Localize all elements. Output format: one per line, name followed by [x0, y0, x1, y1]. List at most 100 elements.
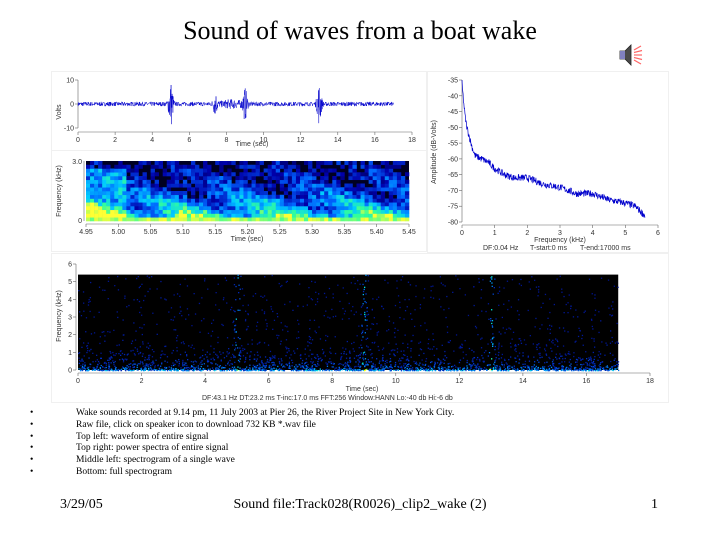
full-spectrogram-dot: [420, 368, 422, 370]
full-spectrogram-dot: [102, 289, 104, 291]
full-spectrogram-dot: [239, 347, 241, 349]
full-spectrogram-dot: [466, 361, 468, 364]
full-spectrogram-dot: [366, 307, 368, 309]
full-spectrogram-dot: [462, 368, 464, 371]
full-spectrogram-dot: [361, 325, 363, 327]
wave-spectrogram-cell: [186, 187, 192, 192]
wave-spectrogram-cell: [340, 217, 345, 222]
full-spectrogram-dot: [423, 369, 425, 371]
full-spectrogram-dot: [428, 338, 430, 340]
wave-spectrogram-cell: [118, 179, 123, 184]
full-spectrogram-dot: [399, 363, 401, 365]
wave-spectrogram-cell: [308, 172, 313, 177]
waveform-x-tick-label: 14: [334, 137, 342, 144]
full-spectrogram-dot: [144, 367, 146, 369]
full-spectrogram-dot: [95, 360, 97, 363]
wave-spectrogram-cell: [110, 172, 115, 177]
full-spectrogram-dot: [441, 366, 443, 368]
wave-spectrogram-cell: [320, 179, 325, 184]
full-spectrogram-dot: [508, 327, 510, 329]
full-spectrogram-dot: [142, 353, 144, 355]
full-spectrogram-dot: [528, 365, 530, 368]
full-spectrogram-dot: [466, 359, 468, 362]
full-spectrogram-dot: [105, 370, 107, 372]
wave-spectrogram-cell: [195, 206, 200, 211]
full-spectrogram-dot: [152, 312, 154, 314]
full-spectrogram-dot: [360, 344, 362, 346]
wave-spectrogram-cell: [134, 206, 139, 211]
full-spectrogram-dot: [104, 340, 106, 342]
full-spectrogram-dot: [247, 313, 249, 316]
full-spectrogram-dot: [585, 351, 587, 353]
full-spectrogram-dot: [152, 369, 154, 371]
wave-spectrogram-cell: [255, 172, 260, 177]
full-spectrogram-dot: [607, 279, 610, 281]
full-spectrogram-dot: [234, 331, 236, 333]
full-spectrogram-dot: [517, 369, 519, 371]
wave-spectrogram-cell: [247, 191, 252, 196]
full-spectrogram-dot: [180, 310, 182, 312]
wave-spectrogram-cell: [316, 187, 321, 192]
full-spectrogram-dot: [311, 367, 313, 370]
wave-spectrogram-cell: [251, 187, 256, 192]
full-spectrogram-dot: [406, 306, 408, 308]
full-spectrogram-dot: [323, 292, 326, 295]
full-spectrogram-dot: [200, 365, 202, 368]
full-spectrogram-dot: [254, 293, 257, 295]
full-spectrogram-dot: [320, 357, 322, 359]
full-spectrogram-dot: [290, 354, 292, 356]
full-spectrogram-dot: [552, 365, 555, 367]
full-spectrogram-dot: [406, 368, 408, 370]
full-spectrogram-dot: [498, 351, 500, 354]
wave-spectrogram-cell: [219, 209, 224, 214]
full-spectrogram-dot: [228, 348, 230, 350]
wave-spectrogram-cell: [102, 168, 107, 173]
wave-spectrogram-cell: [283, 168, 289, 173]
full-spectrogram-dot: [309, 369, 311, 371]
full-spectrogram-dot: [439, 276, 441, 278]
full-spectrogram-dot: [564, 353, 566, 355]
wave-spectrogram-cell: [287, 209, 293, 214]
full-spectrogram-dot: [554, 369, 556, 371]
wave-spectrogram-cell: [231, 206, 236, 211]
full-spectrogram-dot: [94, 369, 96, 371]
wave-spectrogram-cell: [388, 179, 394, 184]
full-spectrogram-dot: [564, 361, 566, 363]
wave-spectrogram-cell: [199, 217, 204, 222]
full-spectrogram-dot: [460, 347, 462, 349]
full-spectrogram-dot: [503, 364, 505, 366]
full-spectrogram-dot: [452, 291, 454, 293]
full-spectrogram-dot: [455, 334, 458, 336]
wave-spectrogram-cell: [356, 206, 361, 211]
full-spectrogram-dot: [452, 368, 455, 370]
wave-spectrogram-cell: [126, 209, 131, 214]
full-spectrogram-dot: [491, 326, 494, 328]
full-spectrogram-dot: [216, 367, 218, 369]
wave-spectrogram-cell: [138, 202, 143, 207]
wave-spectrogram-cell: [126, 179, 131, 184]
full-spectrogram-dot: [576, 364, 578, 366]
full-spectrogram-dot: [274, 364, 276, 366]
wave-spectrogram-cell: [304, 191, 309, 196]
full-spectrogram-dot: [389, 369, 392, 371]
full-spectrogram-dot: [356, 369, 359, 371]
full-spectrogram-dot: [410, 350, 412, 352]
full-spectrogram-dot: [227, 353, 229, 355]
wave-spectrogram-cell: [106, 164, 111, 169]
wave-spectrogram-cell: [271, 164, 277, 169]
full-spectrogram-dot: [306, 366, 308, 368]
wave-spectrogram-cell: [263, 206, 268, 211]
full-spectrogram-dot: [349, 368, 351, 370]
full-spectrogram-dot: [578, 327, 580, 329]
wave-spectrogram-cell: [267, 194, 273, 199]
wave-spectrogram-cell: [102, 217, 107, 222]
full-spectrogram-dot: [200, 356, 202, 358]
wave-spectrogram-cell: [279, 217, 285, 222]
full-spectrogram-dot: [350, 310, 352, 312]
wave-spectrogram-cell: [340, 213, 345, 218]
full-spectrogram-dot: [317, 363, 319, 365]
wave-spectrogram-cell: [162, 202, 168, 207]
wave-spectrogram-cell: [356, 191, 361, 196]
full-spectrogram-dot: [264, 362, 266, 364]
speaker-icon[interactable]: [614, 40, 644, 70]
